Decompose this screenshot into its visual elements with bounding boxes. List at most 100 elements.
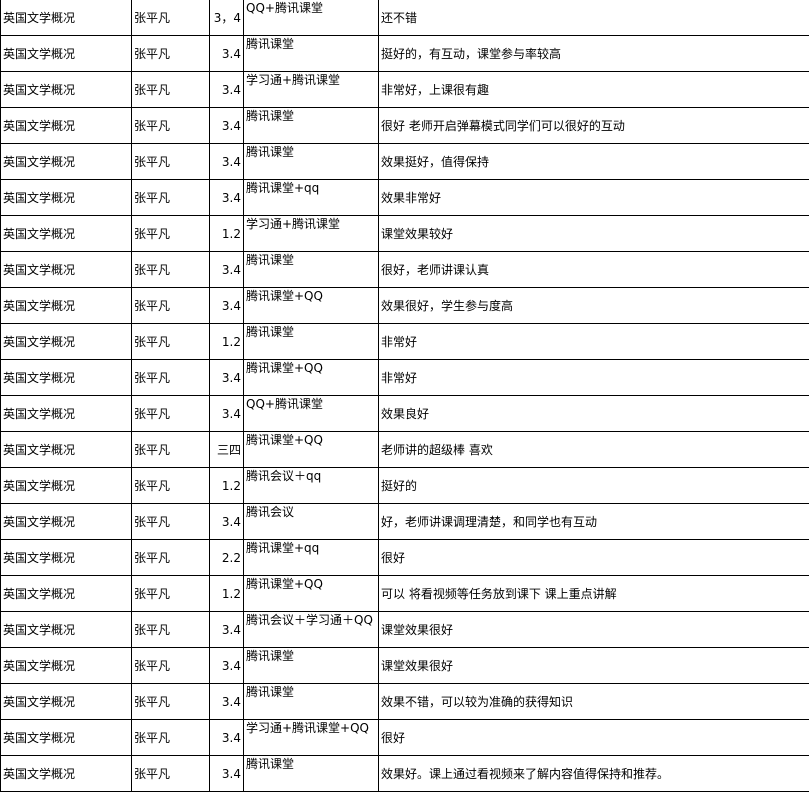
class-section-cell: 3.4 [210, 252, 244, 288]
platform-cell: QQ+腾讯课堂 [244, 396, 379, 432]
platform-cell: 腾讯课堂 [244, 648, 379, 684]
course-cell: 英国文学概况 [1, 396, 132, 432]
course-cell: 英国文学概况 [1, 504, 132, 540]
teacher-cell: 张平凡 [132, 252, 210, 288]
course-cell: 英国文学概况 [1, 720, 132, 756]
course-cell: 英国文学概况 [1, 288, 132, 324]
class-section-cell: 2.2 [210, 540, 244, 576]
class-section-cell: 3.4 [210, 756, 244, 792]
platform-cell: 腾讯课堂 [244, 252, 379, 288]
course-cell: 英国文学概况 [1, 432, 132, 468]
platform-cell: 腾讯课堂 [244, 108, 379, 144]
comment-cell: 效果不错，可以较为准确的获得知识 [379, 684, 809, 720]
course-cell: 英国文学概况 [1, 756, 132, 792]
course-cell: 英国文学概况 [1, 108, 132, 144]
platform-cell: 腾讯课堂+QQ [244, 432, 379, 468]
platform-cell: 腾讯课堂 [244, 684, 379, 720]
teacher-cell: 张平凡 [132, 432, 210, 468]
comment-cell: 很好 [379, 540, 809, 576]
platform-cell: 学习通+腾讯课堂+QQ [244, 720, 379, 756]
teacher-cell: 张平凡 [132, 288, 210, 324]
comment-cell: 可以 将看视频等任务放到课下 课上重点讲解 [379, 576, 809, 612]
course-cell: 英国文学概况 [1, 324, 132, 360]
class-section-cell: 3.4 [210, 396, 244, 432]
platform-cell: 学习通+腾讯课堂 [244, 216, 379, 252]
course-cell: 英国文学概况 [1, 684, 132, 720]
comment-cell: 效果良好 [379, 396, 809, 432]
platform-cell: 腾讯课堂 [244, 324, 379, 360]
platform-cell: 腾讯课堂 [244, 144, 379, 180]
comment-cell: 效果挺好，值得保持 [379, 144, 809, 180]
teacher-cell: 张平凡 [132, 720, 210, 756]
teacher-cell: 张平凡 [132, 216, 210, 252]
teacher-cell: 张平凡 [132, 108, 210, 144]
class-section-cell: 3.4 [210, 72, 244, 108]
course-cell: 英国文学概况 [1, 216, 132, 252]
course-cell: 英国文学概况 [1, 144, 132, 180]
comment-cell: 老师讲的超级棒 喜欢 [379, 432, 809, 468]
teacher-cell: 张平凡 [132, 360, 210, 396]
teacher-cell: 张平凡 [132, 144, 210, 180]
teacher-cell: 张平凡 [132, 756, 210, 792]
platform-cell: 腾讯会议＋qq [244, 468, 379, 504]
platform-cell: 腾讯课堂 [244, 756, 379, 792]
comment-cell: 挺好的，有互动，课堂参与率较高 [379, 36, 809, 72]
class-section-cell: 3.4 [210, 720, 244, 756]
comment-cell: 非常好，上课很有趣 [379, 72, 809, 108]
course-cell: 英国文学概况 [1, 468, 132, 504]
platform-cell: 学习通+腾讯课堂 [244, 72, 379, 108]
teacher-cell: 张平凡 [132, 72, 210, 108]
platform-cell: 腾讯课堂+QQ [244, 360, 379, 396]
comment-cell: 非常好 [379, 324, 809, 360]
class-section-cell: 1.2 [210, 216, 244, 252]
course-cell: 英国文学概况 [1, 648, 132, 684]
teacher-cell: 张平凡 [132, 504, 210, 540]
teacher-cell: 张平凡 [132, 576, 210, 612]
course-cell: 英国文学概况 [1, 360, 132, 396]
teacher-cell: 张平凡 [132, 324, 210, 360]
class-section-cell: 3.4 [210, 360, 244, 396]
course-cell: 英国文学概况 [1, 576, 132, 612]
comment-cell: 效果很好，学生参与度高 [379, 288, 809, 324]
course-cell: 英国文学概况 [1, 72, 132, 108]
teacher-cell: 张平凡 [132, 648, 210, 684]
platform-cell: 腾讯课堂+QQ [244, 288, 379, 324]
comment-cell: 效果非常好 [379, 180, 809, 216]
class-section-cell: 3.4 [210, 648, 244, 684]
teacher-cell: 张平凡 [132, 36, 210, 72]
teacher-cell: 张平凡 [132, 540, 210, 576]
teacher-cell: 张平凡 [132, 684, 210, 720]
course-cell: 英国文学概况 [1, 180, 132, 216]
comment-cell: 还不错 [379, 0, 809, 36]
platform-cell: 腾讯课堂+qq [244, 540, 379, 576]
platform-cell: 腾讯课堂+qq [244, 180, 379, 216]
course-cell: 英国文学概况 [1, 36, 132, 72]
teacher-cell: 张平凡 [132, 468, 210, 504]
teacher-cell: 张平凡 [132, 612, 210, 648]
teacher-cell: 张平凡 [132, 0, 210, 36]
comment-cell: 很好 [379, 720, 809, 756]
platform-cell: 腾讯课堂 [244, 36, 379, 72]
class-section-cell: 3.4 [210, 684, 244, 720]
course-cell: 英国文学概况 [1, 0, 132, 36]
class-section-cell: 3.4 [210, 108, 244, 144]
